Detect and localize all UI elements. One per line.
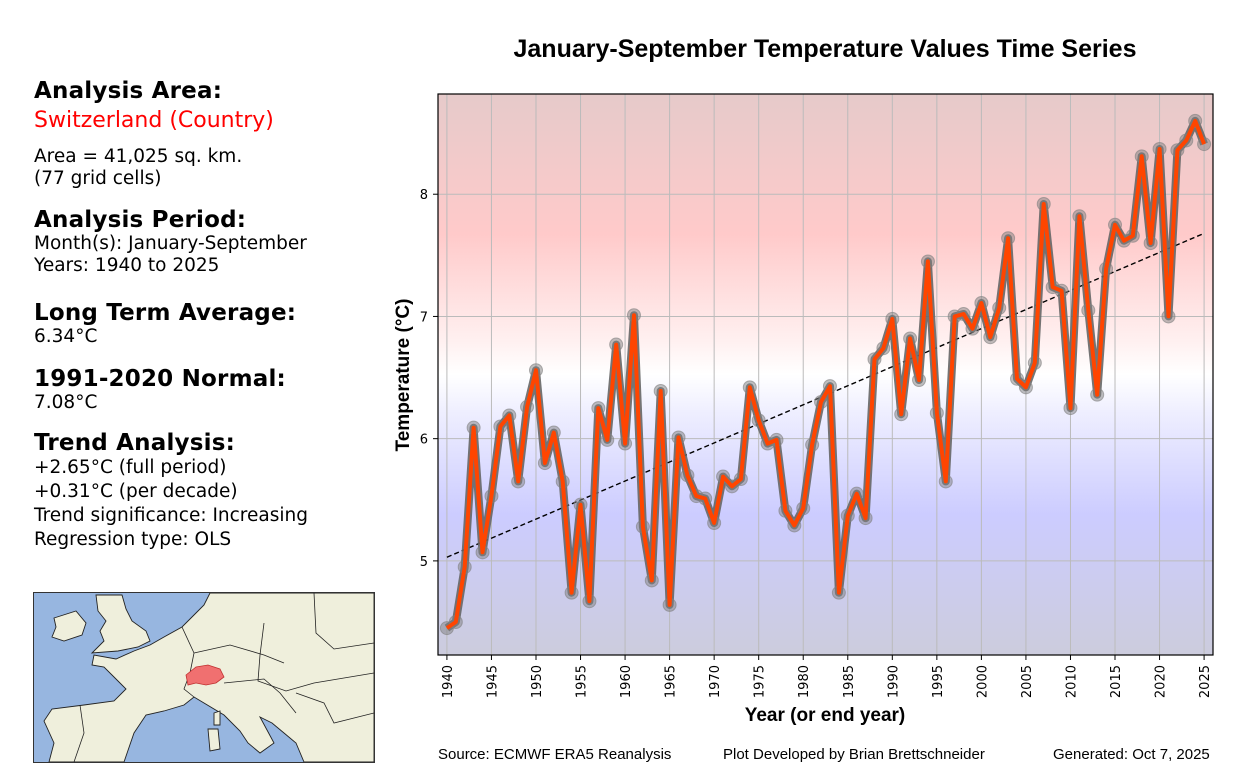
x-tick-label: 2010 bbox=[1064, 665, 1079, 698]
x-tick-label: 1950 bbox=[530, 665, 545, 698]
x-tick-label: 1980 bbox=[797, 665, 812, 698]
long-term-average-value: 6.34°C bbox=[34, 326, 98, 347]
map-border-germany bbox=[193, 644, 285, 664]
trend-per-decade: +0.31°C (per decade) bbox=[34, 481, 238, 502]
y-tick-label: 7 bbox=[420, 310, 428, 325]
analysis-months: Month(s): January-September bbox=[34, 233, 307, 254]
y-axis-ticks: 5 6 7 8 bbox=[420, 188, 438, 570]
x-tick-label: 1990 bbox=[886, 665, 901, 698]
footer-source: Source: ECMWF ERA5 Reanalysis bbox=[438, 746, 672, 763]
x-tick-label: 2025 bbox=[1198, 665, 1213, 698]
x-tick-label: 1955 bbox=[575, 665, 590, 698]
plot-frame bbox=[437, 93, 1214, 656]
map-border-alps bbox=[223, 678, 297, 714]
series-line bbox=[445, 118, 1206, 630]
map-border-iberia bbox=[73, 704, 85, 762]
x-tick-label: 2000 bbox=[975, 665, 990, 698]
x-tick-label: 1995 bbox=[931, 665, 946, 698]
y-tick-label: 6 bbox=[420, 433, 428, 448]
x-tick-label: 1940 bbox=[441, 665, 456, 698]
grid-lines bbox=[438, 94, 1213, 655]
grid-cells: (77 grid cells) bbox=[34, 168, 162, 189]
analysis-area-heading: Analysis Area: bbox=[34, 78, 223, 104]
x-tick-label: 1970 bbox=[708, 665, 723, 698]
x-tick-label: 1965 bbox=[664, 665, 679, 698]
normal-heading: 1991-2020 Normal: bbox=[34, 366, 286, 392]
footer-generated: Generated: Oct 7, 2025 bbox=[1053, 746, 1210, 763]
area-size: Area = 41,025 sq. km. bbox=[34, 146, 243, 167]
map-border-north bbox=[313, 593, 374, 650]
x-tick-label: 2015 bbox=[1109, 665, 1124, 698]
x-tick-label: 2005 bbox=[1020, 665, 1035, 698]
x-tick-label: 1975 bbox=[753, 665, 768, 698]
x-tick-label: 1960 bbox=[619, 665, 634, 698]
x-tick-label: 1945 bbox=[485, 665, 500, 698]
locator-map bbox=[33, 592, 375, 763]
x-tick-label: 1985 bbox=[842, 665, 857, 698]
series-group bbox=[439, 113, 1212, 636]
analysis-period-heading: Analysis Period: bbox=[34, 207, 247, 233]
trend-significance: Trend significance: Increasing bbox=[34, 505, 308, 526]
y-tick-label: 8 bbox=[420, 188, 428, 203]
trend-full-period: +2.65°C (full period) bbox=[34, 457, 227, 478]
x-tick-label: 2020 bbox=[1154, 665, 1169, 698]
map-great-britain bbox=[90, 594, 151, 654]
long-term-average-heading: Long Term Average: bbox=[34, 300, 297, 326]
chart-title: January-September Temperature Values Tim… bbox=[514, 35, 1137, 63]
area-name: Switzerland (Country) bbox=[34, 108, 274, 133]
map-border-balkans bbox=[295, 692, 374, 724]
y-tick-label: 5 bbox=[420, 555, 428, 570]
map-sardinia bbox=[207, 728, 221, 752]
europe-map bbox=[43, 593, 374, 762]
normal-value: 7.08°C bbox=[34, 392, 98, 413]
map-switzerland-highlight bbox=[185, 664, 225, 686]
footer-developer: Plot Developed by Brian Brettschneider bbox=[723, 746, 985, 763]
regression-type: Regression type: OLS bbox=[34, 529, 232, 550]
x-axis-ticks: 1940 1945 1950 1955 1960 1965 1970 1975 1980 1985… bbox=[441, 655, 1213, 698]
y-axis-label: Temperature (°C) bbox=[393, 299, 414, 452]
trend-analysis-heading: Trend Analysis: bbox=[34, 430, 235, 456]
analysis-years: Years: 1940 to 2025 bbox=[34, 255, 220, 276]
map-corsica bbox=[213, 710, 221, 726]
map-ireland bbox=[51, 610, 87, 642]
x-axis-label: Year (or end year) bbox=[745, 705, 906, 726]
